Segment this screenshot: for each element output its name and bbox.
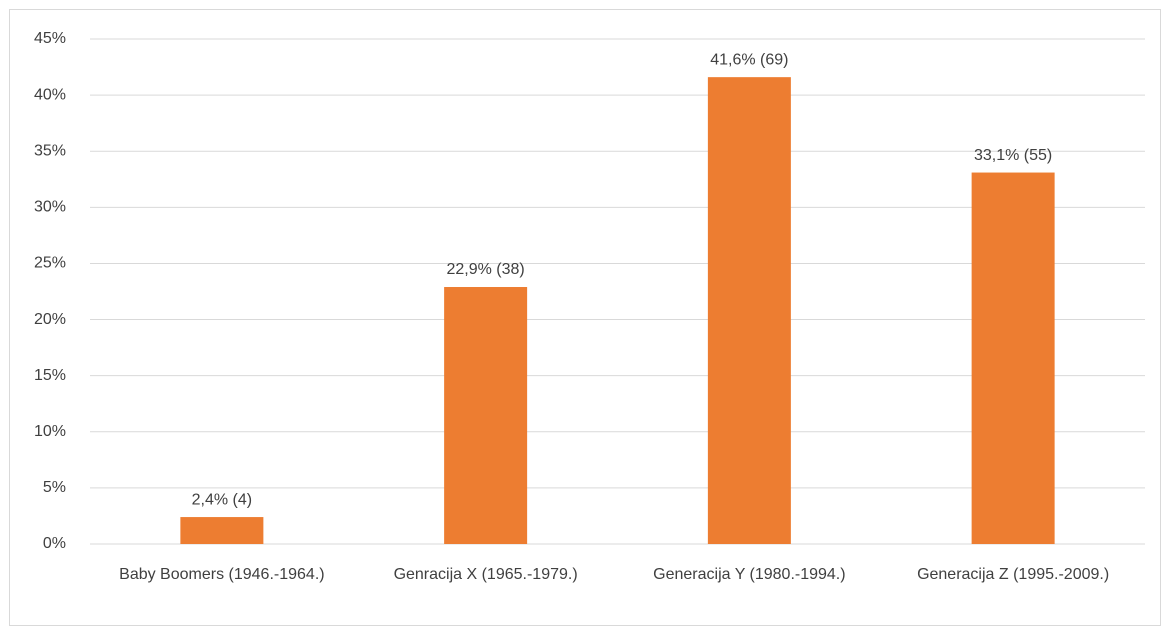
- y-tick-label: 25%: [34, 255, 66, 272]
- y-tick-label: 45%: [34, 30, 66, 47]
- data-label: 2,4% (4): [192, 491, 252, 508]
- y-tick-label: 35%: [34, 142, 66, 159]
- y-tick-label: 20%: [34, 311, 66, 328]
- bar: [444, 287, 528, 544]
- bar: [707, 77, 791, 545]
- x-tick-label: Generacija Z (1995.-2009.): [917, 566, 1110, 583]
- data-label: 22,9% (38): [446, 261, 524, 278]
- data-label: 33,1% (55): [974, 147, 1052, 164]
- bar: [971, 172, 1055, 545]
- y-tick-label: 0%: [43, 535, 66, 552]
- bar: [180, 517, 264, 544]
- x-tick-label: Generacija Y (1980.-1994.): [653, 566, 846, 583]
- chart-border: [9, 9, 1161, 626]
- x-tick-label: Genracija X (1965.-1979.): [393, 566, 578, 583]
- y-tick-label: 10%: [34, 423, 66, 440]
- y-tick-label: 5%: [43, 479, 66, 496]
- data-label: 41,6% (69): [710, 51, 788, 68]
- y-tick-label: 30%: [34, 199, 66, 216]
- y-tick-label: 15%: [34, 367, 66, 384]
- x-tick-label: Baby Boomers (1946.-1964.): [119, 566, 325, 583]
- y-tick-label: 40%: [34, 86, 66, 103]
